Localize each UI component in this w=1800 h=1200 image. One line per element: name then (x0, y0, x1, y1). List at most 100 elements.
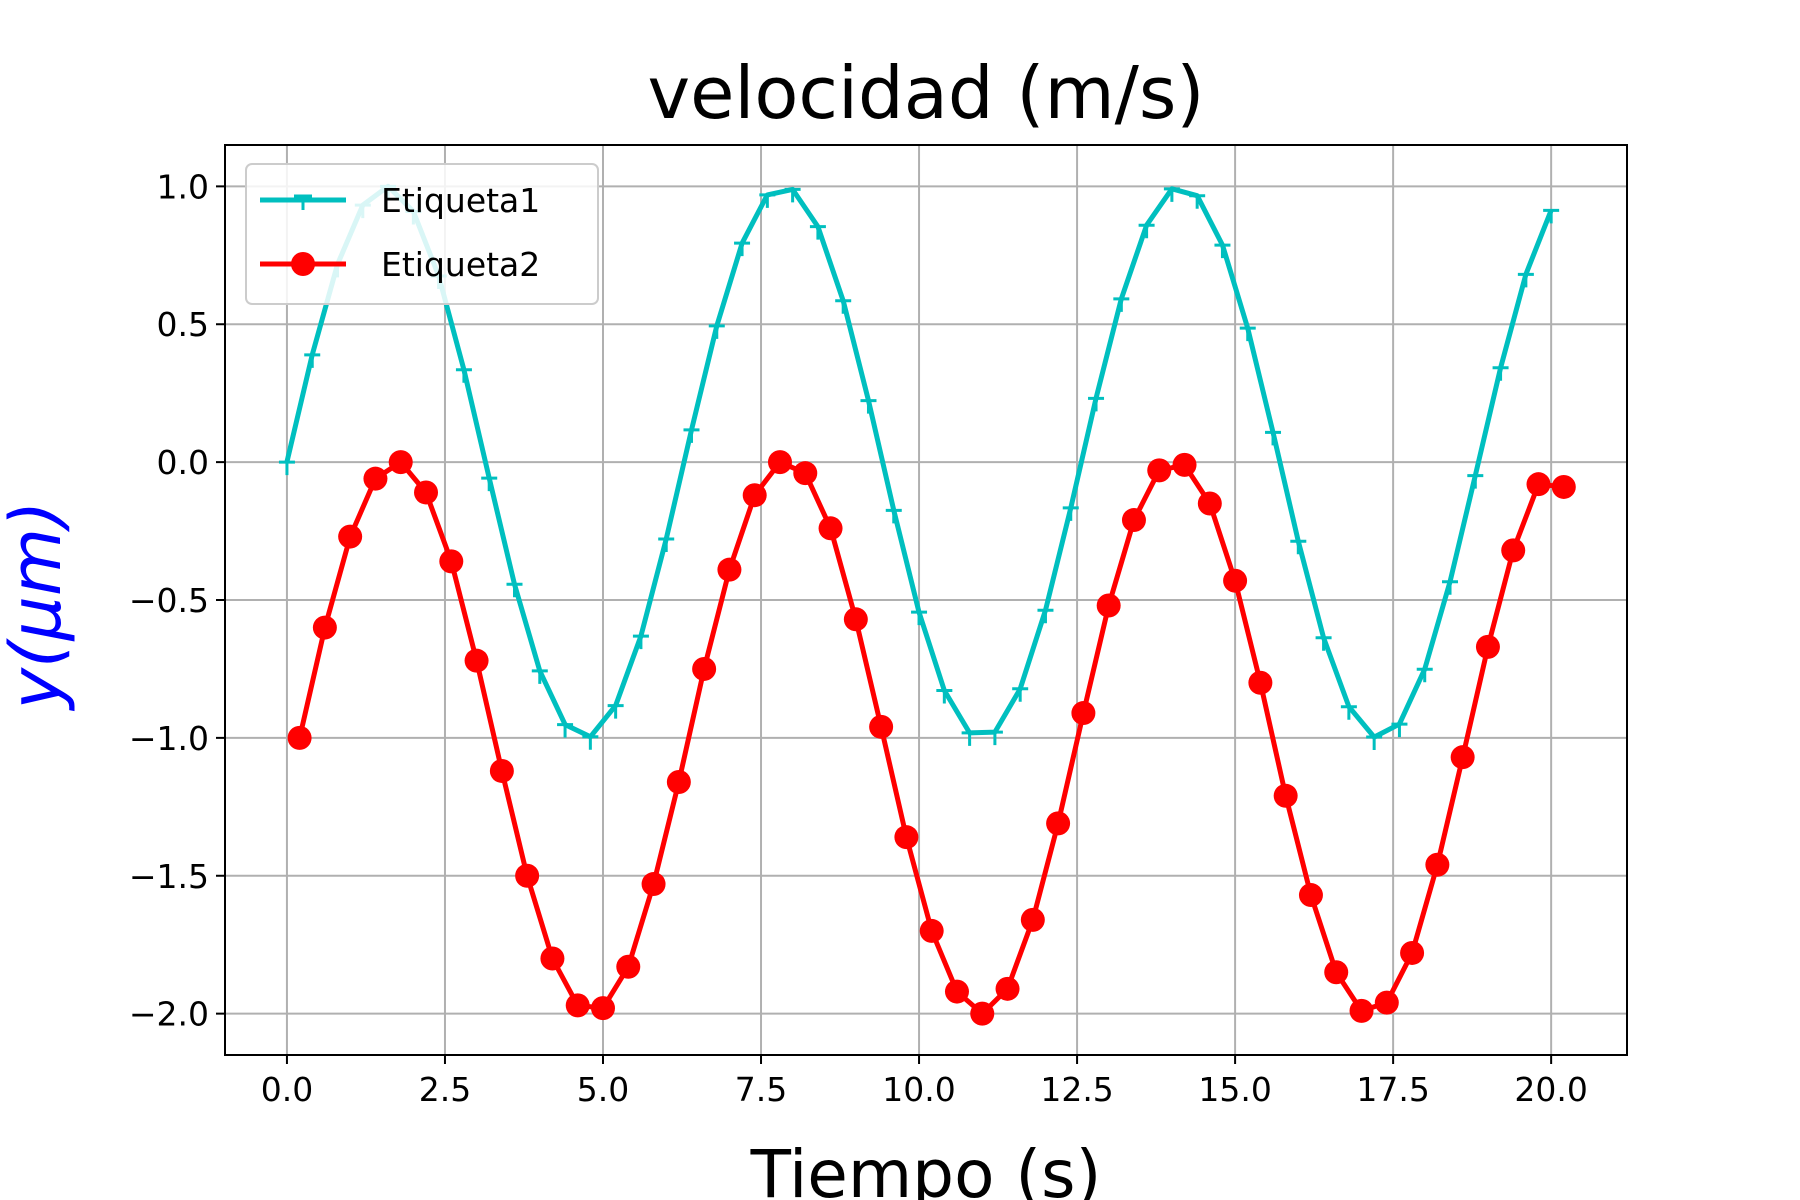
series-layer (278, 183, 1576, 1026)
data-point-etiqueta2 (439, 549, 464, 574)
data-point-etiqueta2 (1121, 508, 1146, 533)
x-tick-label: 5.0 (577, 1070, 629, 1109)
data-point-etiqueta1 (1442, 580, 1459, 595)
data-point-etiqueta1 (632, 634, 649, 650)
data-point-etiqueta1 (1088, 396, 1105, 412)
data-point-etiqueta1 (835, 299, 852, 314)
data-point-etiqueta2 (338, 524, 363, 549)
data-point-etiqueta1 (455, 368, 472, 383)
data-point-etiqueta2 (1223, 568, 1248, 593)
data-point-etiqueta2 (616, 954, 641, 979)
data-point-etiqueta2 (1349, 998, 1374, 1023)
data-point-etiqueta2 (818, 516, 843, 541)
data-point-etiqueta1 (582, 735, 599, 750)
data-point-etiqueta1 (1492, 366, 1509, 381)
data-point-etiqueta2 (1400, 940, 1425, 965)
data-point-etiqueta2 (1172, 452, 1197, 477)
data-point-etiqueta2 (540, 946, 565, 971)
data-point-etiqueta2 (1096, 593, 1121, 618)
chart-title: velocidad (m/s) (647, 51, 1204, 135)
data-point-etiqueta2 (515, 863, 540, 888)
x-tick-label: 10.0 (882, 1070, 955, 1109)
x-tick-label: 7.5 (735, 1070, 787, 1109)
data-point-etiqueta1 (1517, 272, 1534, 288)
data-point-etiqueta1 (304, 353, 321, 368)
data-point-etiqueta2 (312, 615, 337, 640)
data-point-etiqueta1 (1290, 539, 1307, 555)
data-point-etiqueta2 (590, 996, 615, 1021)
data-point-etiqueta1 (683, 428, 700, 443)
data-point-etiqueta2 (717, 557, 742, 582)
data-point-etiqueta2 (414, 480, 439, 505)
data-point-etiqueta1 (1189, 194, 1206, 209)
x-tick-label: 15.0 (1198, 1070, 1271, 1109)
x-tick-label: 0.0 (261, 1070, 313, 1109)
data-point-etiqueta2 (767, 450, 792, 475)
data-point-etiqueta1 (936, 688, 953, 704)
data-point-etiqueta2 (1425, 852, 1450, 877)
data-point-etiqueta1 (1163, 187, 1180, 202)
data-point-etiqueta1 (1543, 208, 1560, 224)
legend-marker-etiqueta2 (291, 252, 315, 276)
x-tick-label: 2.5 (419, 1070, 471, 1109)
data-point-etiqueta2 (1197, 491, 1222, 516)
legend: Etiqueta1 Etiqueta2 (245, 163, 599, 305)
data-point-etiqueta1 (911, 610, 928, 626)
data-point-etiqueta1 (531, 669, 548, 684)
data-point-etiqueta1 (961, 731, 978, 746)
data-point-etiqueta1 (1012, 687, 1029, 702)
data-point-etiqueta2 (464, 648, 489, 673)
data-point-etiqueta1 (278, 460, 295, 476)
y-axis-label: y(μm) (0, 501, 77, 712)
y-tick-label: −1.0 (129, 719, 209, 758)
data-point-etiqueta1 (986, 730, 1003, 746)
data-point-etiqueta1 (1239, 326, 1256, 342)
data-point-etiqueta2 (287, 725, 312, 750)
data-point-etiqueta2 (995, 976, 1020, 1001)
data-point-etiqueta1 (1037, 608, 1054, 624)
grid (225, 145, 1627, 1055)
data-point-etiqueta2 (944, 979, 969, 1004)
data-point-etiqueta1 (607, 704, 624, 719)
y-tick-label: 0.0 (157, 443, 209, 482)
legend-label-etiqueta2: Etiqueta2 (381, 245, 540, 284)
series-etiqueta1 (278, 183, 1560, 751)
x-axis-label: Tiempo (s) (750, 1136, 1102, 1200)
data-point-etiqueta1 (1340, 705, 1357, 720)
series-etiqueta2 (287, 450, 1576, 1026)
data-point-etiqueta2 (843, 607, 868, 632)
legend-marker-etiqueta1 (294, 194, 312, 210)
data-point-etiqueta1 (1366, 735, 1383, 751)
data-point-etiqueta2 (388, 450, 413, 475)
data-point-etiqueta1 (506, 582, 523, 598)
x-tick-label: 20.0 (1514, 1070, 1587, 1109)
data-point-etiqueta1 (658, 537, 675, 553)
data-point-etiqueta2 (1501, 538, 1526, 563)
data-point-etiqueta2 (1450, 745, 1475, 770)
data-point-etiqueta2 (793, 461, 818, 486)
data-point-etiqueta2 (1324, 960, 1349, 985)
data-point-etiqueta2 (1046, 811, 1071, 836)
data-point-etiqueta2 (1020, 907, 1045, 932)
x-tick-label: 17.5 (1356, 1070, 1429, 1109)
y-tick-label: 1.0 (157, 167, 209, 206)
data-point-etiqueta1 (759, 193, 776, 208)
data-point-etiqueta1 (1265, 430, 1282, 446)
y-tick-label: −0.5 (129, 581, 209, 620)
data-point-etiqueta1 (1416, 667, 1433, 683)
data-point-etiqueta2 (1475, 634, 1500, 659)
data-point-etiqueta2 (1071, 701, 1096, 726)
data-point-etiqueta1 (1315, 636, 1332, 651)
data-point-etiqueta2 (970, 1001, 995, 1026)
data-point-etiqueta1 (1467, 474, 1484, 489)
data-point-etiqueta2 (1551, 474, 1576, 499)
y-tick-label: 0.5 (157, 305, 209, 344)
data-point-etiqueta2 (1248, 670, 1273, 695)
data-point-etiqueta2 (919, 918, 944, 943)
y-tick-label: −2.0 (129, 995, 209, 1034)
data-point-etiqueta2 (1273, 783, 1298, 808)
data-point-etiqueta2 (869, 714, 894, 739)
data-point-etiqueta1 (734, 241, 751, 257)
data-point-etiqueta2 (1147, 458, 1172, 483)
